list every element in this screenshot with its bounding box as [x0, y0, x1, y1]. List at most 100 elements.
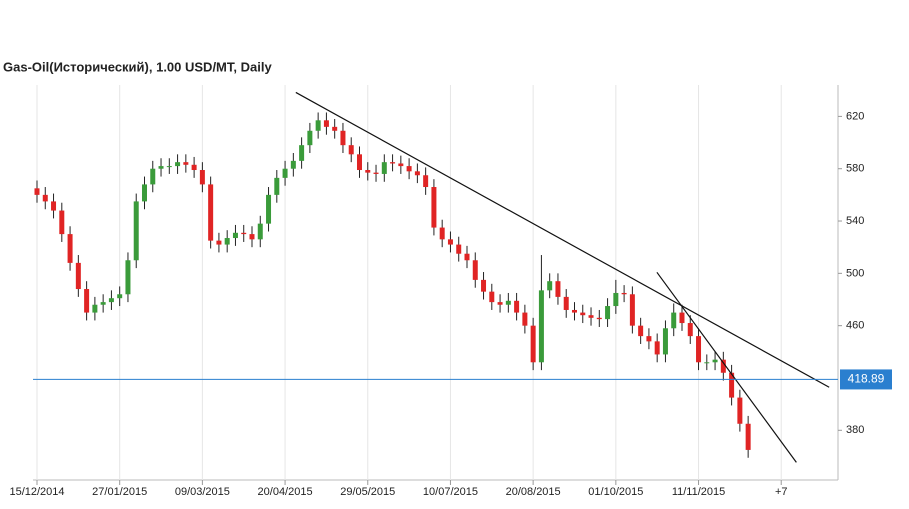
- candle-body: [216, 240, 222, 245]
- candle-body: [183, 162, 189, 165]
- candle-body: [489, 291, 495, 303]
- x-tick-label: 11/11/2015: [672, 486, 725, 498]
- candle-body: [299, 145, 305, 161]
- candle-body: [125, 260, 131, 295]
- candle-body: [497, 302, 503, 305]
- candle-body: [84, 289, 90, 313]
- candle-body: [332, 126, 338, 131]
- candle-body: [654, 341, 660, 355]
- y-tick-label: 380: [846, 424, 864, 436]
- trend-line: [656, 271, 797, 463]
- x-tick-label: 09/03/2015: [175, 486, 230, 498]
- candle-body: [241, 232, 247, 235]
- candle-body: [42, 194, 48, 202]
- candle-body: [34, 188, 40, 195]
- candle-body: [406, 166, 412, 172]
- candle-body: [117, 294, 123, 299]
- candle-body: [307, 130, 313, 146]
- candle-body: [323, 120, 329, 127]
- candle-body: [712, 359, 718, 363]
- candle-body: [356, 154, 362, 171]
- y-tick-label: 460: [846, 320, 864, 332]
- candle-body: [472, 260, 478, 280]
- candle-body: [191, 164, 197, 171]
- candle-body: [530, 325, 536, 363]
- candle-body: [249, 234, 255, 240]
- candle-body: [456, 244, 462, 254]
- x-tick-label: 15/12/2014: [9, 486, 64, 498]
- candle-body: [423, 175, 429, 188]
- x-tick-label: 01/10/2015: [588, 486, 643, 498]
- candle-body: [365, 170, 371, 173]
- candle-body: [505, 300, 511, 305]
- candle-body: [59, 210, 65, 235]
- candle-body: [224, 238, 230, 245]
- candle-body: [208, 184, 214, 241]
- candle-body: [414, 171, 420, 176]
- candle-body: [175, 162, 181, 167]
- candle-body: [257, 223, 263, 240]
- candle-body: [439, 227, 445, 240]
- candle-body: [621, 292, 627, 295]
- candle-body: [737, 397, 743, 424]
- candle-body: [390, 162, 396, 164]
- candle-body: [580, 312, 586, 316]
- candle-body: [629, 294, 635, 326]
- candle-body: [266, 194, 272, 224]
- y-tick-label: 540: [846, 215, 864, 227]
- y-tick-label: 580: [846, 163, 864, 175]
- candle-body: [613, 292, 619, 307]
- candle-body: [571, 309, 577, 313]
- candle-body: [538, 290, 544, 363]
- candle-body: [596, 317, 602, 320]
- candle-body: [282, 168, 288, 178]
- candle-body: [348, 145, 354, 155]
- candle-body: [729, 372, 735, 398]
- candle-body: [67, 234, 73, 263]
- candle-body: [133, 201, 139, 261]
- candle-body: [563, 296, 569, 310]
- candle-body: [522, 312, 528, 326]
- candle-body: [638, 325, 644, 337]
- trend-line: [295, 91, 830, 388]
- candle-body: [290, 160, 296, 169]
- candle-body: [108, 298, 114, 303]
- candle-body: [704, 362, 710, 364]
- candle-body: [447, 239, 453, 245]
- x-tick-label: 10/07/2015: [423, 486, 478, 498]
- x-tick-label: 20/04/2015: [258, 486, 313, 498]
- x-tick-label: +7: [775, 486, 788, 498]
- candle-body: [646, 336, 652, 342]
- candle-body: [166, 166, 172, 168]
- x-tick-label: 20/08/2015: [506, 486, 561, 498]
- candle-body: [555, 281, 561, 297]
- candle-body: [381, 162, 387, 174]
- candle-body: [373, 172, 379, 174]
- candle-body: [141, 184, 147, 202]
- candle-body: [340, 130, 346, 146]
- candle-body: [679, 312, 685, 324]
- candle-body: [315, 120, 321, 131]
- candle-body: [547, 281, 553, 291]
- candle-body: [51, 201, 57, 211]
- y-tick-label: 500: [846, 267, 864, 279]
- candle-body: [431, 187, 437, 228]
- x-tick-label: 27/01/2015: [92, 486, 147, 498]
- candle-body: [481, 279, 487, 292]
- candle-body: [75, 262, 81, 290]
- candle-body: [696, 336, 702, 363]
- candle-body: [398, 163, 404, 167]
- chart-title: Gas-Oil(Исторический), 1.00 USD/MT, Dail…: [3, 59, 272, 74]
- candle-body: [514, 300, 520, 313]
- x-tick-label: 29/05/2015: [340, 486, 395, 498]
- candle-body: [199, 170, 205, 185]
- candle-body: [100, 302, 106, 305]
- candle-body: [588, 315, 594, 318]
- candle-body: [150, 168, 156, 185]
- current-price-label: 418.89: [848, 372, 885, 386]
- candle-body: [720, 359, 726, 373]
- candle-body: [158, 166, 164, 169]
- candle-body: [671, 312, 677, 329]
- candle-body: [662, 328, 668, 355]
